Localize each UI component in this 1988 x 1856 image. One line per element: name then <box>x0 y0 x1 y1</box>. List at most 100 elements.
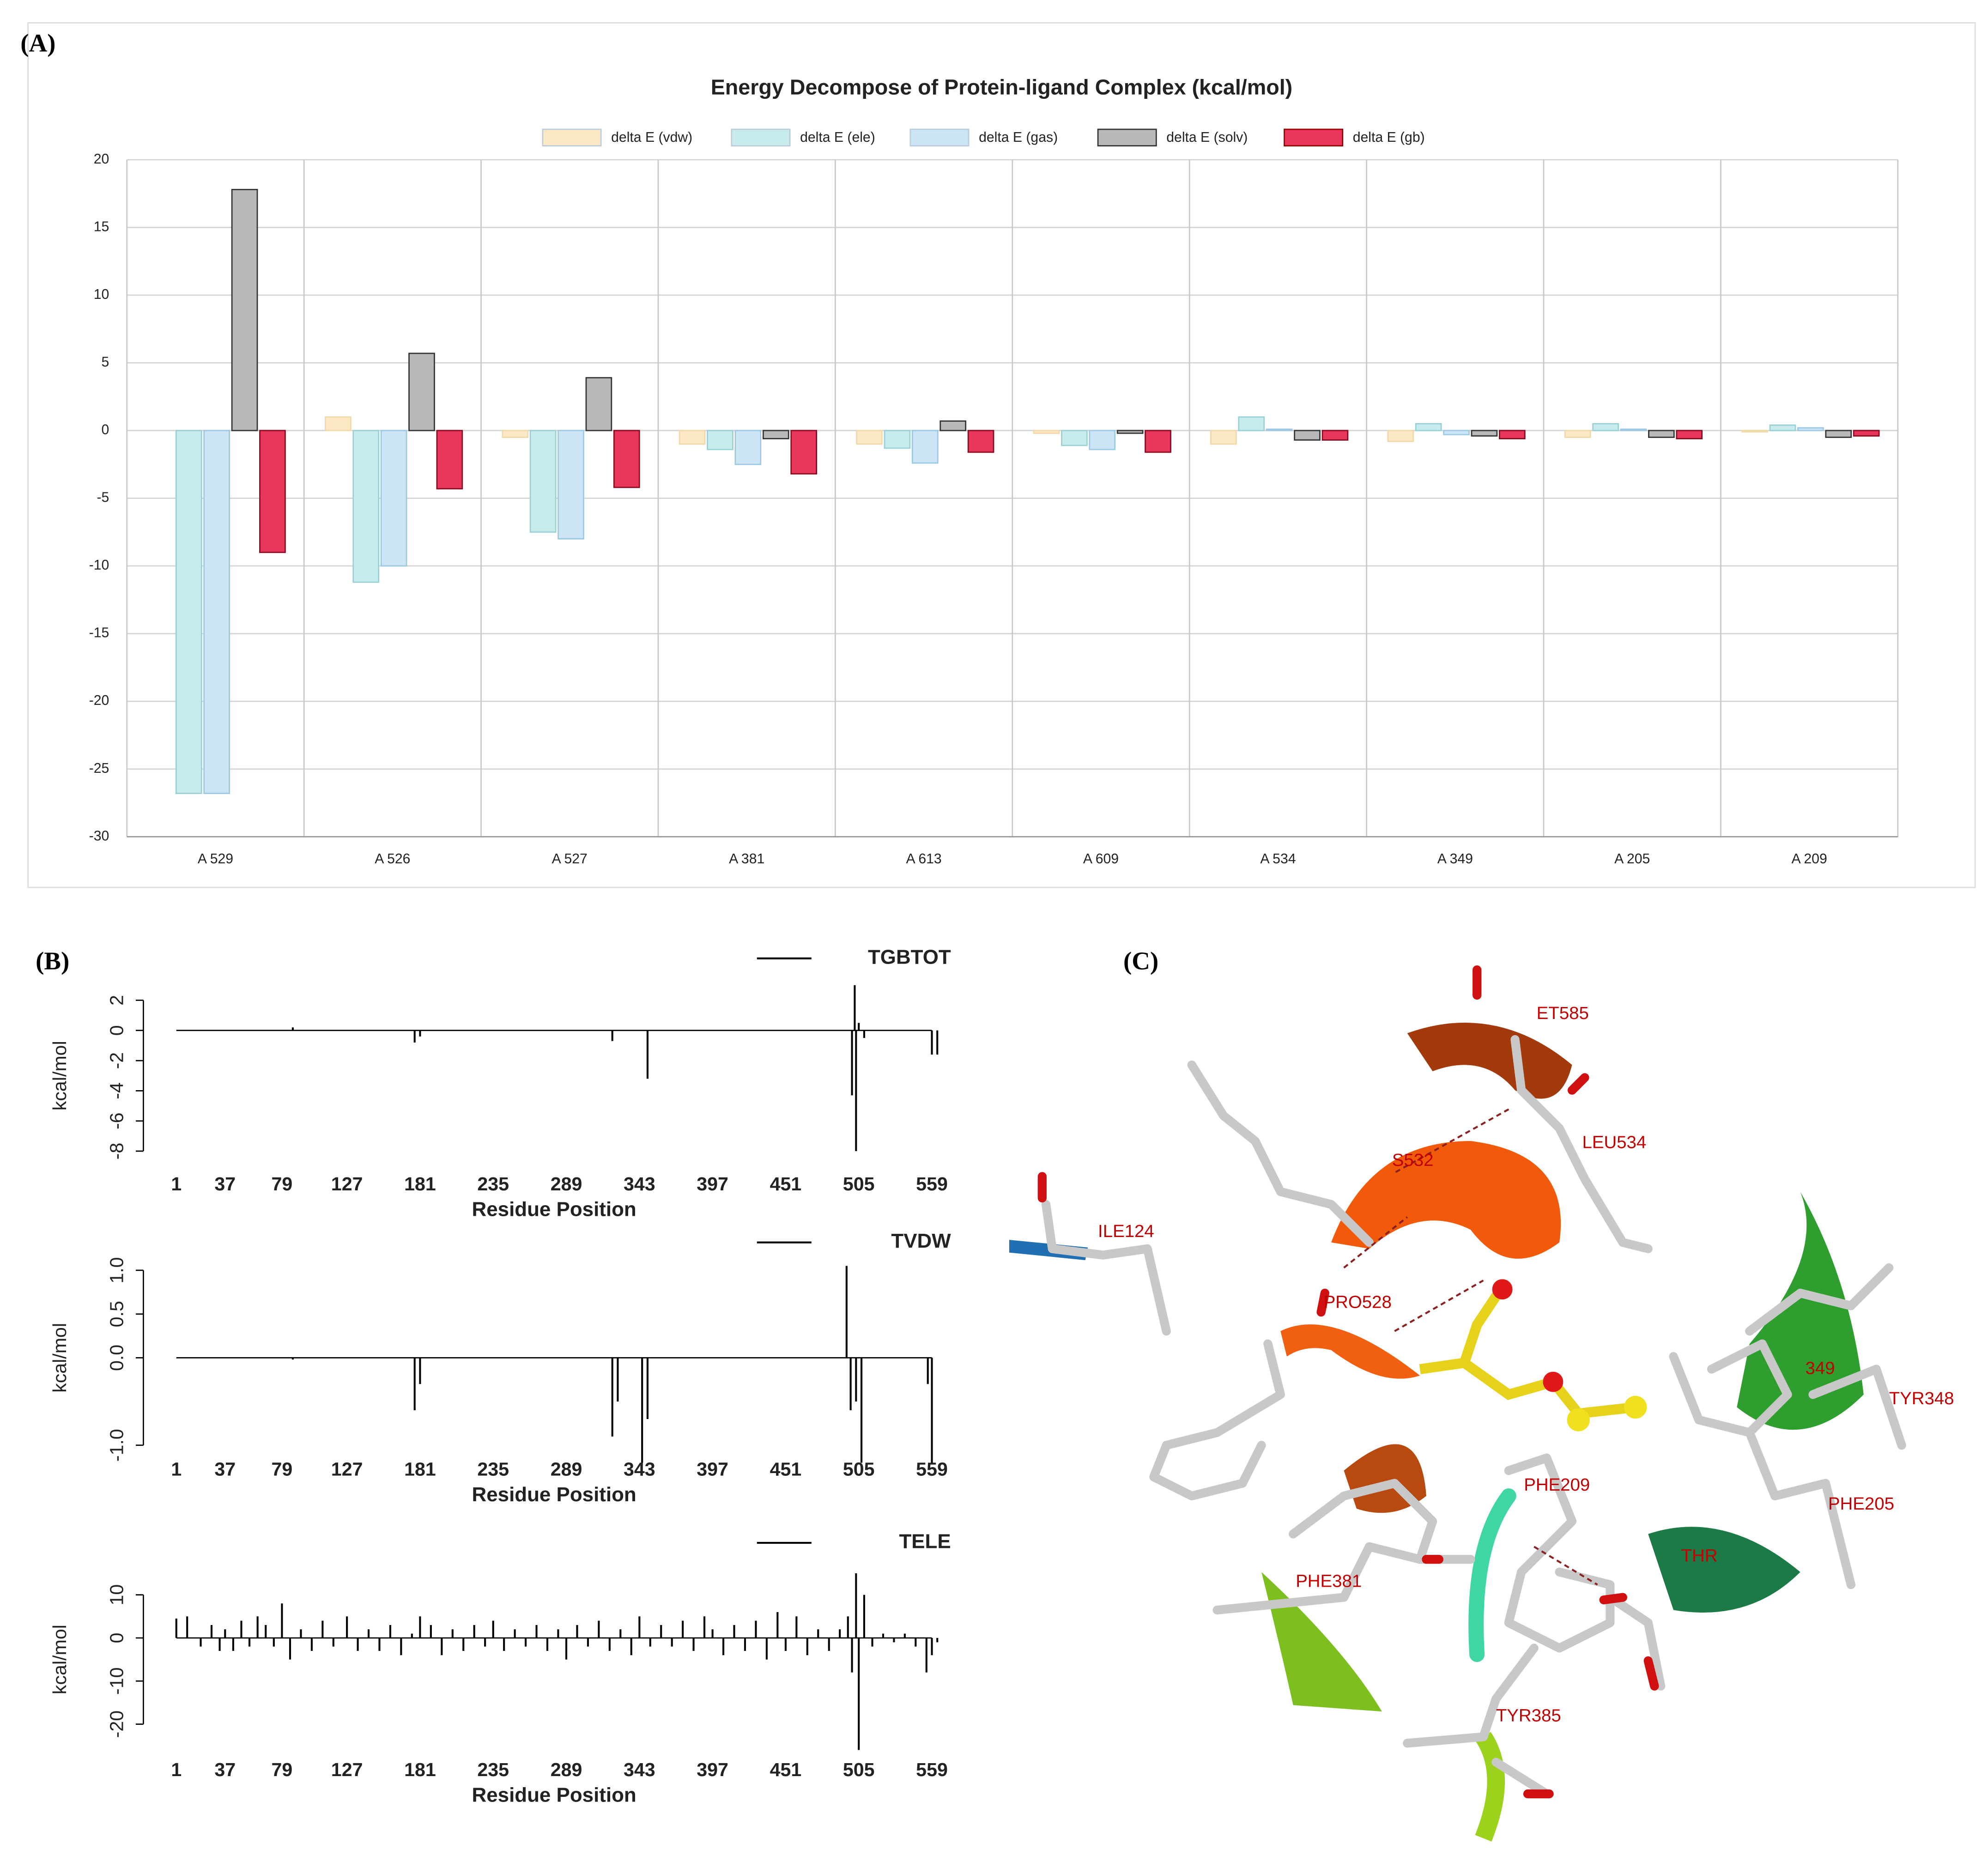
x-tick-label: 505 <box>843 1459 875 1480</box>
bar <box>734 430 762 465</box>
x-tick-label: 397 <box>697 1173 728 1195</box>
residue-label: 349 <box>1806 1358 1835 1378</box>
bar <box>1415 423 1442 431</box>
bar <box>1797 427 1824 431</box>
y-tick-label: 20 <box>94 152 109 167</box>
legend-label: delta E (ele) <box>800 130 875 145</box>
residue-label: TYR385 <box>1496 1705 1561 1725</box>
x-tick-label: 235 <box>477 1173 509 1195</box>
bar <box>175 430 202 794</box>
x-tick-label: 1 <box>171 1759 182 1780</box>
bar <box>1592 423 1619 431</box>
bar <box>912 430 939 464</box>
bar <box>529 430 557 533</box>
x-tick-label: 181 <box>404 1459 436 1480</box>
residue-label: ILE124 <box>1098 1221 1154 1241</box>
bar <box>856 430 883 445</box>
legend-label: TVDW <box>891 1230 951 1252</box>
y-tick-label: 0 <box>102 422 109 437</box>
bar <box>1387 430 1414 442</box>
y-tick-label: 0 <box>106 1025 127 1036</box>
x-tick-label: A 527 <box>552 851 588 867</box>
y-tick-label: 10 <box>94 287 109 302</box>
legend-label: TGBTOT <box>868 946 951 968</box>
bar <box>1741 430 1768 433</box>
bar <box>762 430 789 440</box>
y-tick-label: -10 <box>89 558 109 573</box>
panel-frame <box>27 22 1976 888</box>
y-axis-label: kcal/mol <box>49 1041 70 1110</box>
x-tick-label: 289 <box>551 1759 582 1780</box>
residue-label: S532 <box>1392 1150 1434 1170</box>
ribbon <box>1468 1488 1516 1662</box>
x-tick-label: 397 <box>697 1759 728 1780</box>
x-tick-label: A 529 <box>198 851 233 867</box>
x-tick-label: 235 <box>477 1459 509 1480</box>
y-tick-label: 10 <box>106 1584 127 1606</box>
residue-label: ET585 <box>1537 1003 1589 1023</box>
bar <box>1321 430 1349 441</box>
y-tick-label: -4 <box>106 1082 127 1099</box>
x-tick-label: 451 <box>770 1459 802 1480</box>
residue-label: LEU534 <box>1582 1133 1646 1152</box>
x-tick-label: 559 <box>916 1173 948 1195</box>
x-tick-label: 343 <box>624 1459 655 1480</box>
x-tick-label: A 349 <box>1437 851 1473 867</box>
x-tick-label: 37 <box>214 1759 236 1780</box>
x-tick-label: 343 <box>624 1173 655 1195</box>
bar <box>1443 430 1470 436</box>
bar <box>1061 430 1088 446</box>
y-tick-label: 0 <box>106 1632 127 1643</box>
y-tick-label: -25 <box>89 761 109 776</box>
bar <box>1676 430 1703 440</box>
bar <box>1210 430 1237 445</box>
ribbon <box>1475 1732 1505 1842</box>
y-tick-label: 5 <box>102 354 109 370</box>
y-axis-label: kcal/mol <box>49 1323 70 1393</box>
x-tick-label: 79 <box>272 1173 293 1195</box>
x-tick-label: 289 <box>551 1459 582 1480</box>
bar <box>1499 430 1526 440</box>
legend-label: delta E (gb) <box>1353 130 1425 145</box>
legend-swatch <box>909 128 970 146</box>
y-tick-label: -30 <box>89 828 109 843</box>
ribbon <box>1280 1324 1420 1379</box>
bar <box>231 188 258 431</box>
bar <box>380 430 407 567</box>
y-tick-label: 15 <box>94 219 109 234</box>
x-axis-label: Residue Position <box>472 1784 636 1807</box>
ribbon <box>1648 1527 1800 1613</box>
y-axis-label: kcal/mol <box>49 1625 70 1694</box>
residue-label: THR <box>1681 1546 1718 1565</box>
bar <box>679 430 706 445</box>
legend-swatch <box>542 128 602 146</box>
x-tick-label: 181 <box>404 1173 436 1195</box>
x-tick-label: 343 <box>624 1759 655 1780</box>
legend-swatch <box>731 128 791 146</box>
x-tick-label: 127 <box>331 1459 363 1480</box>
bar <box>1620 428 1647 431</box>
y-tick-label: 0.5 <box>106 1301 127 1327</box>
legend-label: delta E (gas) <box>979 130 1058 145</box>
bar <box>1825 430 1852 438</box>
panel-label: (C) <box>1123 946 1158 975</box>
x-tick-label: A 381 <box>729 851 764 867</box>
y-tick-label: -8 <box>106 1143 127 1160</box>
x-tick-label: 79 <box>272 1459 293 1480</box>
ribbon <box>1261 1572 1382 1712</box>
residue-label: PHE205 <box>1828 1494 1894 1514</box>
bar <box>613 430 640 488</box>
y-tick-label: -6 <box>106 1112 127 1129</box>
atoms <box>1037 965 1659 1799</box>
x-axis-label: Residue Position <box>472 1198 636 1221</box>
x-tick-label: 235 <box>477 1759 509 1780</box>
bar <box>1769 424 1796 431</box>
x-tick-label: 127 <box>331 1173 363 1195</box>
bar <box>1853 430 1880 437</box>
bar <box>1145 430 1171 453</box>
x-tick-label: 451 <box>770 1173 802 1195</box>
x-tick-label: A 205 <box>1614 851 1650 867</box>
bar <box>408 352 435 431</box>
y-tick-label: -15 <box>89 625 109 641</box>
